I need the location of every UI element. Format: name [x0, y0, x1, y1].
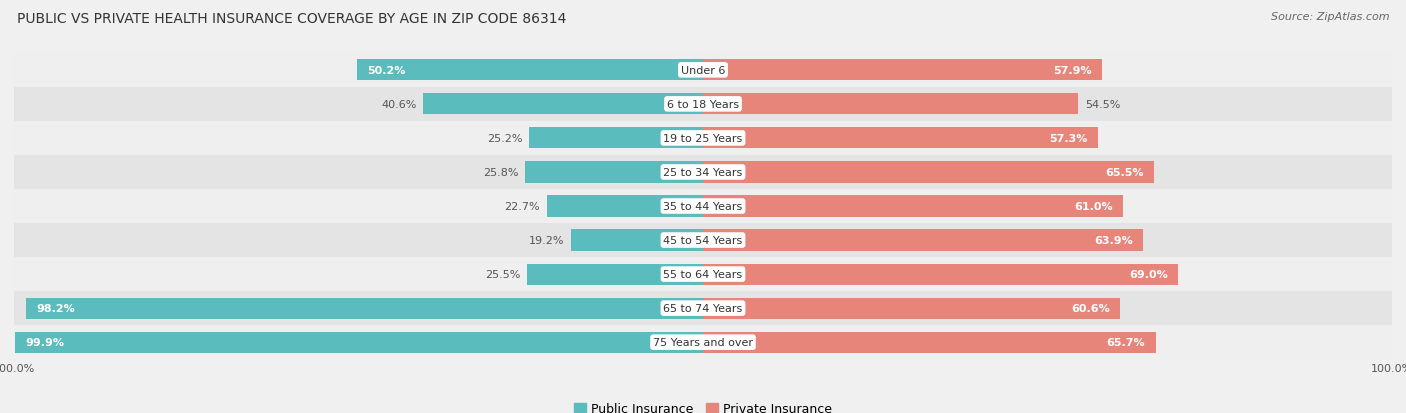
Text: 57.9%: 57.9%: [1053, 66, 1091, 76]
Text: 22.7%: 22.7%: [505, 202, 540, 211]
Bar: [423, 94, 703, 115]
Bar: [530, 128, 703, 149]
Text: 75 Years and over: 75 Years and over: [652, 337, 754, 347]
Bar: [527, 264, 703, 285]
Text: 57.3%: 57.3%: [1049, 133, 1087, 144]
Bar: [14, 54, 1392, 88]
Bar: [14, 292, 1392, 325]
Text: 45 to 54 Years: 45 to 54 Years: [664, 235, 742, 245]
Text: 40.6%: 40.6%: [381, 100, 416, 109]
Bar: [14, 88, 1392, 121]
Bar: [14, 190, 1392, 223]
Bar: [14, 223, 1392, 257]
Text: 25.5%: 25.5%: [485, 269, 520, 280]
Text: 25.2%: 25.2%: [486, 133, 523, 144]
Text: 55 to 64 Years: 55 to 64 Years: [664, 269, 742, 280]
Text: 98.2%: 98.2%: [37, 304, 76, 313]
Bar: [571, 230, 703, 251]
Bar: [703, 196, 1123, 217]
Text: Under 6: Under 6: [681, 66, 725, 76]
Text: 65.5%: 65.5%: [1105, 168, 1144, 178]
Text: 60.6%: 60.6%: [1071, 304, 1111, 313]
Text: 19 to 25 Years: 19 to 25 Years: [664, 133, 742, 144]
Bar: [547, 196, 703, 217]
Bar: [703, 230, 1143, 251]
Bar: [14, 121, 1392, 156]
Text: Source: ZipAtlas.com: Source: ZipAtlas.com: [1271, 12, 1389, 22]
Text: 63.9%: 63.9%: [1094, 235, 1133, 245]
Bar: [703, 332, 1156, 353]
Text: 25.8%: 25.8%: [482, 168, 519, 178]
Bar: [526, 162, 703, 183]
Text: PUBLIC VS PRIVATE HEALTH INSURANCE COVERAGE BY AGE IN ZIP CODE 86314: PUBLIC VS PRIVATE HEALTH INSURANCE COVER…: [17, 12, 567, 26]
Bar: [14, 257, 1392, 292]
Text: 65.7%: 65.7%: [1107, 337, 1146, 347]
Text: 19.2%: 19.2%: [529, 235, 564, 245]
Legend: Public Insurance, Private Insurance: Public Insurance, Private Insurance: [568, 397, 838, 413]
Text: 65 to 74 Years: 65 to 74 Years: [664, 304, 742, 313]
Bar: [14, 332, 703, 353]
Text: 25 to 34 Years: 25 to 34 Years: [664, 168, 742, 178]
Text: 50.2%: 50.2%: [367, 66, 406, 76]
Text: 61.0%: 61.0%: [1074, 202, 1114, 211]
Text: 6 to 18 Years: 6 to 18 Years: [666, 100, 740, 109]
Bar: [703, 94, 1078, 115]
Bar: [703, 162, 1154, 183]
Bar: [27, 298, 703, 319]
Bar: [703, 128, 1098, 149]
Text: 69.0%: 69.0%: [1129, 269, 1168, 280]
Text: 99.9%: 99.9%: [25, 337, 65, 347]
Bar: [703, 60, 1102, 81]
Bar: [14, 325, 1392, 359]
Bar: [14, 156, 1392, 190]
Bar: [703, 264, 1178, 285]
Bar: [357, 60, 703, 81]
Bar: [703, 298, 1121, 319]
Text: 35 to 44 Years: 35 to 44 Years: [664, 202, 742, 211]
Text: 54.5%: 54.5%: [1085, 100, 1121, 109]
